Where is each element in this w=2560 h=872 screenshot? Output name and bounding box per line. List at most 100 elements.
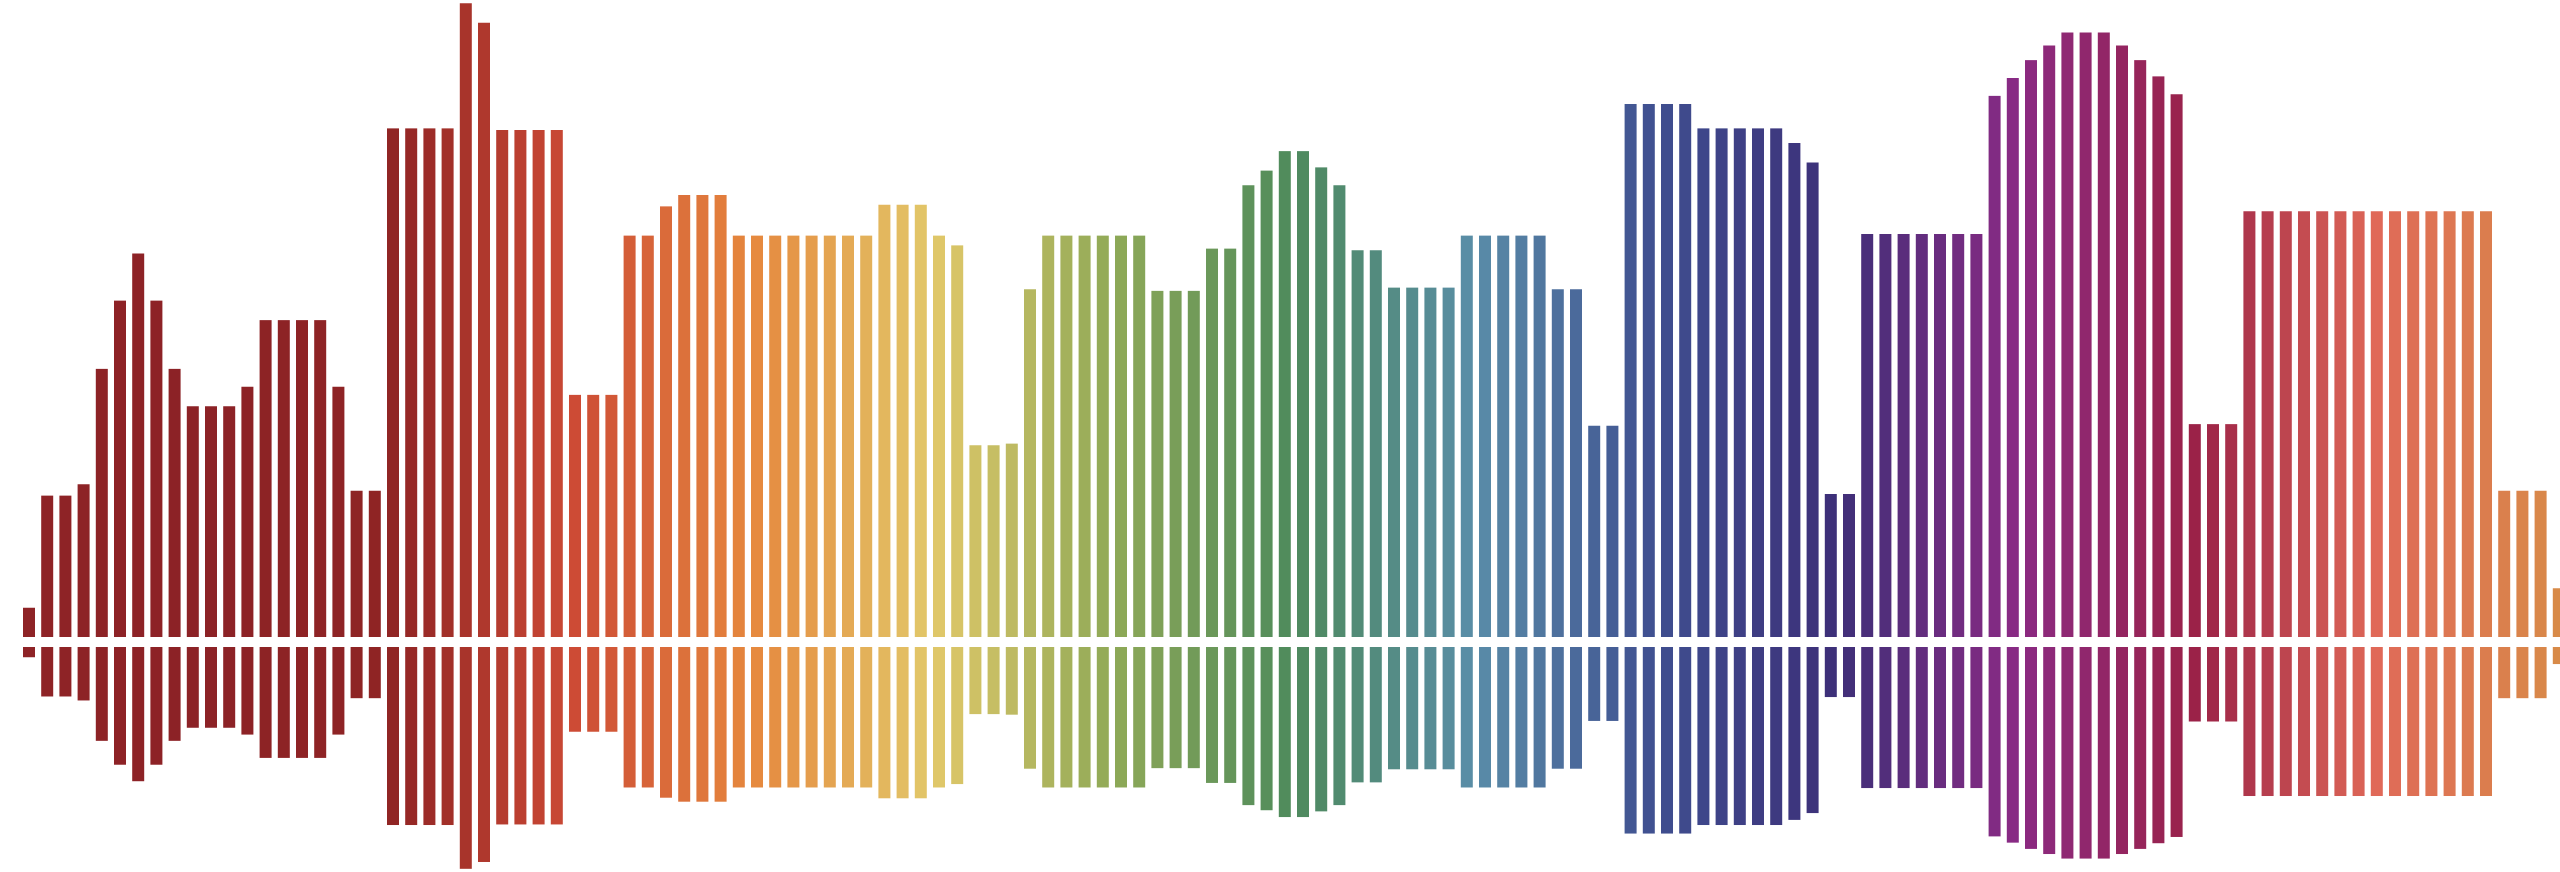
wave-bar-lower bbox=[1351, 647, 1364, 783]
wave-bar-lower bbox=[1115, 647, 1127, 788]
wave-bar-lower bbox=[1861, 647, 1874, 789]
wave-bar-upper bbox=[2170, 94, 2183, 637]
wave-bar-upper bbox=[951, 245, 964, 637]
wave-bar-upper bbox=[132, 253, 145, 637]
wave-bar-upper bbox=[277, 320, 290, 637]
wave-bar-lower bbox=[1588, 647, 1601, 721]
wave-bar-upper bbox=[205, 406, 217, 637]
wave-bar-lower bbox=[132, 647, 145, 782]
wave-bar-upper bbox=[1752, 128, 1764, 637]
wave-bar-lower bbox=[1169, 647, 1182, 769]
wave-bar-lower bbox=[368, 647, 381, 699]
wave-bar-lower bbox=[277, 647, 290, 758]
wave-bar-upper bbox=[95, 368, 108, 637]
wave-bar-lower bbox=[1424, 647, 1437, 770]
wave-bar-lower bbox=[2170, 647, 2183, 837]
wave-bar-upper bbox=[1843, 494, 1855, 637]
wave-bar-lower bbox=[623, 647, 636, 788]
wave-bar-upper bbox=[1169, 290, 1182, 637]
wave-bar-lower bbox=[1988, 647, 2001, 837]
wave-bar-upper bbox=[860, 235, 873, 637]
wave-bar-upper bbox=[241, 386, 254, 637]
wave-bar-lower bbox=[2006, 647, 2019, 843]
wave-bar-lower bbox=[1715, 647, 1728, 826]
wave-bar-upper bbox=[1151, 290, 1164, 637]
wave-bar-lower bbox=[2134, 647, 2147, 849]
wave-bar-lower bbox=[641, 647, 654, 788]
wave-bar-upper bbox=[1242, 185, 1255, 637]
wave-bar-upper bbox=[1988, 95, 2001, 637]
wave-bar-lower bbox=[2552, 647, 2560, 665]
wave-bar-upper bbox=[1806, 162, 1819, 637]
wave-bar-upper bbox=[1970, 234, 1983, 637]
wave-bar-lower bbox=[1133, 647, 1146, 788]
wave-bar-upper bbox=[2025, 60, 2037, 637]
wave-bar-upper bbox=[77, 484, 90, 637]
wave-bar-lower bbox=[987, 647, 1000, 715]
wave-bar-lower bbox=[605, 647, 618, 732]
wave-bar-upper bbox=[1515, 235, 1528, 637]
wave-bar-upper bbox=[587, 394, 600, 637]
wave-bar-lower bbox=[2534, 647, 2547, 699]
wave-bar-lower bbox=[1879, 647, 1892, 789]
wave-bar-upper bbox=[1624, 104, 1637, 637]
wave-bar-upper bbox=[532, 130, 545, 637]
wave-bar-upper bbox=[1934, 234, 1946, 637]
wave-bar-lower bbox=[1770, 647, 1783, 826]
wave-bar-upper bbox=[751, 235, 763, 637]
wave-bar-lower bbox=[914, 647, 927, 799]
wave-bar-lower bbox=[150, 647, 163, 765]
wave-bar-upper bbox=[1588, 425, 1601, 637]
wave-bar-lower bbox=[314, 647, 327, 758]
wave-bar-lower bbox=[350, 647, 363, 699]
wave-bar-upper bbox=[1406, 287, 1419, 637]
wave-bar-lower bbox=[259, 647, 272, 758]
wave-bar-upper bbox=[1570, 289, 1582, 637]
wave-bar-upper bbox=[1442, 287, 1455, 637]
wave-bar-lower bbox=[2043, 647, 2056, 855]
wave-bar-upper bbox=[714, 195, 727, 637]
wave-bar-lower bbox=[969, 647, 982, 715]
wave-bar-lower bbox=[441, 647, 454, 826]
wave-bar-upper bbox=[2188, 424, 2201, 637]
wave-bar-upper bbox=[1115, 235, 1127, 637]
wave-bar-lower bbox=[1242, 647, 1255, 806]
wave-bar-lower bbox=[951, 647, 964, 785]
wave-bar-lower bbox=[77, 647, 90, 701]
wave-bar-lower bbox=[2207, 647, 2219, 722]
wave-bar-upper bbox=[2298, 211, 2310, 637]
wave-bar-upper bbox=[605, 394, 618, 637]
wave-bar-upper bbox=[1460, 235, 1473, 637]
wave-bar-upper bbox=[878, 204, 891, 637]
wave-bar-lower bbox=[1697, 647, 1710, 826]
wave-bar-lower bbox=[1661, 647, 1673, 834]
wave-bar-lower bbox=[1952, 647, 1965, 789]
wave-bar-upper bbox=[1879, 234, 1892, 637]
wave-bar-lower bbox=[2516, 647, 2529, 699]
wave-bar-lower bbox=[751, 647, 763, 788]
wave-bar-lower bbox=[1060, 647, 1073, 788]
wave-bar-lower bbox=[1970, 647, 1983, 789]
wave-bar-lower bbox=[1497, 647, 1510, 788]
wave-bar-lower bbox=[1151, 647, 1164, 769]
wave-bar-lower bbox=[478, 647, 490, 862]
wave-bar-upper bbox=[2061, 32, 2074, 637]
wave-bar-upper bbox=[1024, 289, 1036, 637]
wave-bar-lower bbox=[23, 647, 35, 658]
wave-bar-lower bbox=[95, 647, 108, 741]
wave-bar-lower bbox=[1806, 647, 1819, 814]
wave-bar-lower bbox=[587, 647, 600, 732]
wave-bar-upper bbox=[2516, 490, 2529, 637]
wave-bar-upper bbox=[1533, 235, 1546, 637]
wave-bar-upper bbox=[1642, 104, 1655, 637]
wave-bar-upper bbox=[2498, 490, 2511, 637]
wave-bar-upper bbox=[933, 235, 945, 637]
wave-bar-lower bbox=[41, 647, 54, 697]
wave-bar-upper bbox=[569, 394, 581, 637]
wave-bar-lower bbox=[1788, 647, 1801, 820]
wave-bar-upper bbox=[1278, 151, 1291, 637]
wave-bar-lower bbox=[933, 647, 945, 788]
wave-bar-lower bbox=[1679, 647, 1692, 834]
wave-bar-upper bbox=[332, 386, 345, 637]
